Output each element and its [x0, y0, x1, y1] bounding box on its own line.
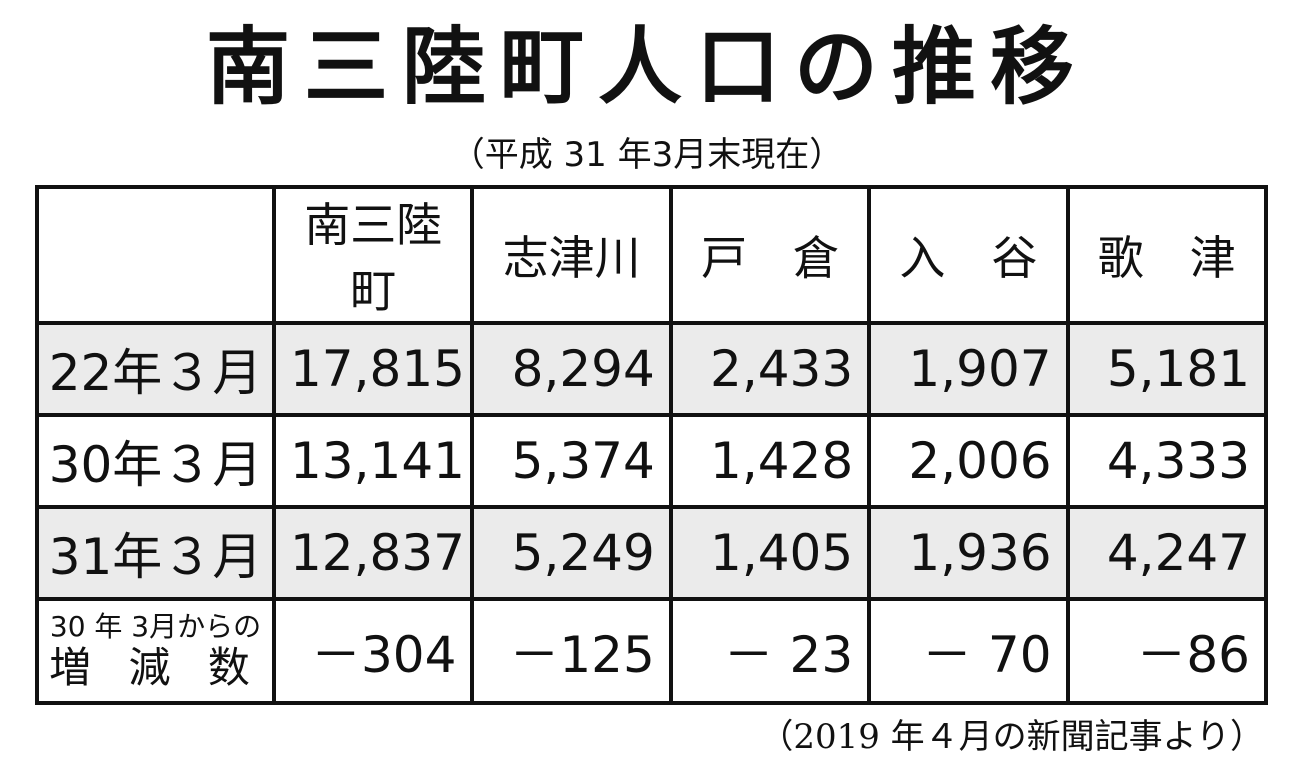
value-cell: 1,936 — [867, 504, 1070, 601]
value-cell: 4,333 — [1065, 412, 1269, 509]
row-label-text: 30 年 3月からの — [49, 609, 262, 643]
value-cell: 12,837 — [271, 504, 475, 601]
row-label: 30 年 3月からの増 減 数 — [35, 596, 276, 706]
value-cell: 1,405 — [668, 504, 872, 601]
value-cell: 5,374 — [470, 412, 673, 509]
value-cell: 8,294 — [470, 321, 673, 417]
value-cell: 2,006 — [867, 412, 1070, 509]
column-header: 志津川 — [470, 185, 673, 325]
subtitle: （平成 31 年3月末現在） — [450, 135, 844, 175]
header-row: 南三陸町 志津川戸 倉入 谷歌 津 — [35, 185, 1269, 325]
value-cell: － 70 — [867, 596, 1070, 706]
row-label-text: 31年３月 — [48, 527, 263, 586]
value-cell: 1,907 — [867, 321, 1070, 417]
value-cell: 17,815 — [271, 321, 475, 417]
value-cell: 4,247 — [1065, 504, 1269, 601]
row-label: 31年３月 — [35, 504, 276, 601]
value-cell: 1,428 — [668, 412, 872, 509]
value-cell: －125 — [470, 596, 673, 706]
column-header: 入 谷 — [867, 185, 1070, 325]
column-header: 戸 倉 — [668, 185, 872, 325]
value-cell: －304 — [271, 596, 475, 706]
value-cell: 5,249 — [470, 504, 673, 601]
row-label-text: 22年３月 — [48, 343, 263, 402]
corner-cell — [35, 185, 276, 325]
row-label-text: 30年３月 — [48, 435, 263, 494]
row-label: 22年３月 — [35, 321, 276, 417]
row-label: 30年３月 — [35, 412, 276, 509]
value-cell: 5,181 — [1065, 321, 1269, 417]
table-row: 22年３月 17,815 8,294 2,433 1,907 5,181 — [35, 321, 1269, 417]
column-header: 歌 津 — [1065, 185, 1269, 325]
title: 南三陸町人口の推移 — [205, 18, 1088, 116]
value-cell: － 23 — [668, 596, 872, 706]
table-row: 30 年 3月からの増 減 数－304 －125 － 23 － 70 －86 — [35, 596, 1269, 706]
population-table: 南三陸町 志津川戸 倉入 谷歌 津 22年３月 17,815 8,294 2,433 1,… — [35, 185, 1269, 706]
table-row: 30年３月 13,141 5,374 1,428 2,006 4,333 — [35, 412, 1269, 509]
row-label-text: 増 減 数 — [49, 642, 262, 692]
value-cell: 13,141 — [271, 412, 475, 509]
column-header: 南三陸町 — [271, 185, 475, 325]
table-row: 31年３月 12,837 5,249 1,405 1,936 4,247 — [35, 504, 1269, 601]
value-cell: 2,433 — [668, 321, 872, 417]
value-cell: －86 — [1065, 596, 1269, 706]
source-note: （2019 年４月の新聞記事より） — [759, 717, 1264, 757]
